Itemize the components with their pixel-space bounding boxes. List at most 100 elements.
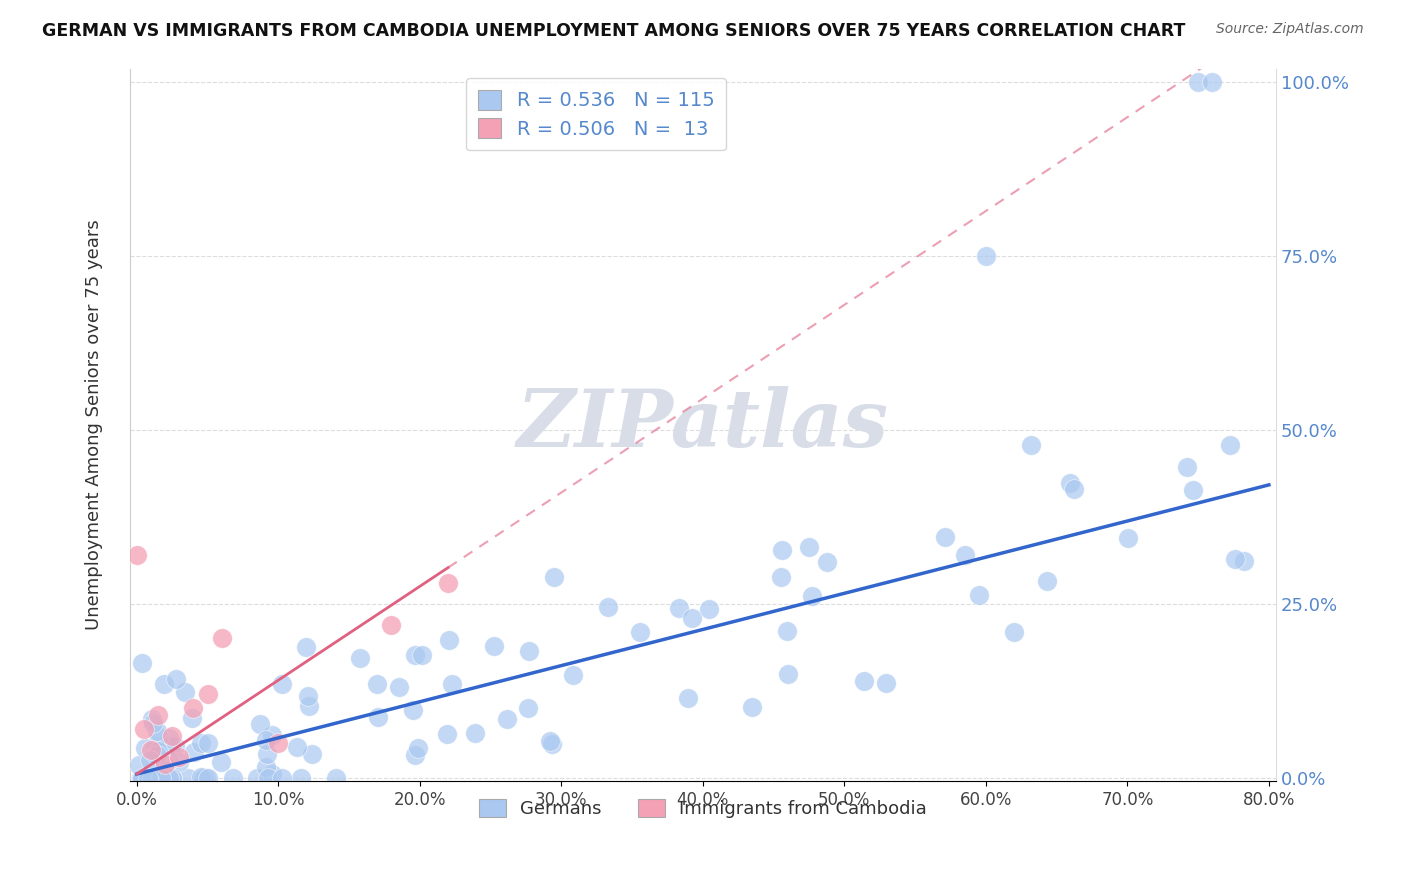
Point [156, 771, 179, 785]
Point [955, 548, 977, 562]
Point [153, 756, 176, 771]
Point [402, 703, 425, 717]
Point [142, 716, 165, 731]
Point [148, 731, 170, 745]
Point [776, 624, 799, 639]
Point [157, 771, 180, 785]
Point [1181, 483, 1204, 497]
Legend: Germans, Immigrants from Cambodia: Germans, Immigrants from Cambodia [471, 791, 934, 825]
Point [297, 690, 319, 704]
Point [183, 701, 205, 715]
Point [349, 651, 371, 665]
Point [153, 764, 176, 778]
Point [177, 771, 200, 785]
Text: GERMAN VS IMMIGRANTS FROM CAMBODIA UNEMPLOYMENT AMONG SENIORS OVER 75 YEARS CORR: GERMAN VS IMMIGRANTS FROM CAMBODIA UNEMP… [42, 22, 1185, 40]
Point [191, 771, 214, 785]
Point [267, 736, 290, 750]
Point [209, 755, 232, 769]
Point [249, 717, 271, 731]
Point [543, 570, 565, 584]
Point [125, 548, 148, 562]
Point [270, 771, 292, 785]
Point [146, 747, 169, 762]
Point [139, 742, 162, 756]
Point [1036, 574, 1059, 588]
Point [222, 771, 245, 785]
Point [160, 729, 183, 743]
Point [131, 771, 153, 785]
Point [157, 753, 180, 767]
Point [516, 701, 538, 715]
Point [145, 739, 167, 753]
Point [173, 685, 195, 699]
Point [681, 610, 703, 624]
Point [152, 676, 174, 690]
Point [134, 741, 156, 756]
Point [404, 748, 426, 763]
Point [1175, 460, 1198, 475]
Point [260, 728, 283, 742]
Point [138, 771, 160, 785]
Point [1223, 552, 1246, 566]
Point [257, 771, 280, 785]
Point [628, 625, 651, 640]
Point [676, 690, 699, 705]
Point [128, 757, 150, 772]
Point [295, 640, 318, 655]
Point [1019, 438, 1042, 452]
Text: Source: ZipAtlas.com: Source: ZipAtlas.com [1216, 22, 1364, 37]
Point [146, 744, 169, 758]
Point [193, 771, 215, 785]
Point [163, 739, 186, 753]
Point [406, 741, 429, 756]
Point [131, 771, 153, 785]
Point [1232, 554, 1254, 568]
Point [1219, 438, 1241, 452]
Point [194, 771, 217, 785]
Point [270, 677, 292, 691]
Point [974, 249, 997, 263]
Point [145, 723, 167, 738]
Point [436, 727, 458, 741]
Point [132, 722, 155, 736]
Point [668, 601, 690, 615]
Point [190, 736, 212, 750]
Point [211, 632, 233, 646]
Point [366, 677, 388, 691]
Point [285, 739, 308, 754]
Point [875, 675, 897, 690]
Point [141, 712, 163, 726]
Point [404, 648, 426, 663]
Point [190, 770, 212, 784]
Point [464, 726, 486, 740]
Point [162, 771, 184, 785]
Point [1059, 476, 1081, 491]
Point [165, 672, 187, 686]
Point [797, 540, 820, 554]
Point [852, 674, 875, 689]
Point [146, 771, 169, 785]
Point [697, 602, 720, 616]
Point [197, 687, 219, 701]
Point [139, 754, 162, 768]
Point [1201, 75, 1223, 89]
Point [770, 543, 793, 558]
Point [142, 771, 165, 785]
Point [538, 734, 561, 748]
Point [1118, 532, 1140, 546]
Point [181, 711, 204, 725]
Point [380, 617, 402, 632]
Point [815, 555, 838, 569]
Point [131, 656, 153, 670]
Point [1187, 75, 1209, 89]
Text: ZIPatlas: ZIPatlas [517, 386, 889, 464]
Point [197, 736, 219, 750]
Point [256, 747, 278, 761]
Point [541, 737, 564, 751]
Point [197, 771, 219, 785]
Point [1063, 482, 1085, 496]
Point [769, 570, 792, 584]
Point [776, 667, 799, 681]
Point [482, 639, 505, 653]
Point [801, 589, 824, 603]
